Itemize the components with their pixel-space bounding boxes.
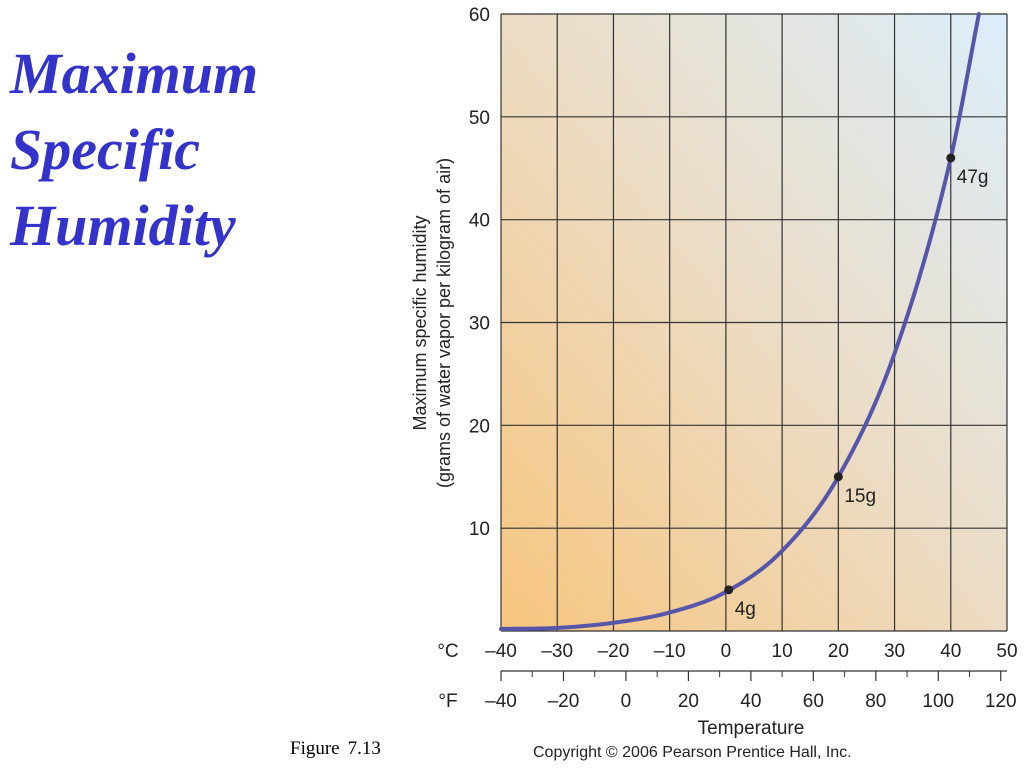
data-point [833, 472, 843, 482]
data-point-label: 15g [844, 486, 876, 507]
figure-label: Figure [290, 738, 340, 759]
data-point [724, 585, 734, 595]
x-tick-label-celsius: –40 [485, 641, 517, 662]
x-tick-label-celsius: –10 [654, 641, 686, 662]
figure-caption: Figure 7.13 [290, 738, 381, 760]
x-tick-label-celsius: 40 [940, 641, 961, 662]
y-tick-label: 30 [469, 314, 490, 335]
x-tick-label-celsius: 20 [828, 641, 849, 662]
x-tick-label-fahrenheit: 20 [678, 691, 699, 712]
x-tick-label-celsius: 30 [884, 641, 905, 662]
x-tick-label-fahrenheit: –20 [548, 691, 580, 712]
copyright-notice: Copyright © 2006 Pearson Prentice Hall, … [533, 744, 852, 761]
curve-layer [499, 12, 981, 631]
grid-lines [500, 13, 1008, 632]
slide-title: Maximum Specific Humidity [10, 36, 258, 264]
x-tick-label-fahrenheit: 120 [985, 691, 1017, 712]
x-tick-label-celsius: –20 [598, 641, 630, 662]
y-tick-label: 20 [469, 416, 490, 437]
x-tick-label-celsius: –30 [541, 641, 573, 662]
data-point [946, 153, 956, 163]
y-tick-label: 60 [469, 5, 490, 26]
x-tick-label-fahrenheit: 40 [740, 691, 761, 712]
celsius-unit-label: °C [437, 641, 458, 662]
fahrenheit-unit-label: °F [438, 691, 457, 712]
x-tick-label-fahrenheit: 60 [803, 691, 824, 712]
y-axis-label-line-1: Maximum specific humidity [410, 215, 430, 430]
y-tick-label: 40 [469, 211, 490, 232]
y-axis-label-line-2: (grams of water vapor per kilogram of ai… [434, 158, 454, 488]
x-tick-label-fahrenheit: –40 [485, 691, 517, 712]
x-tick-label-celsius: 10 [772, 641, 793, 662]
x-axis-label: Temperature [698, 718, 805, 739]
y-tick-label: 50 [469, 108, 490, 129]
x-axis-fahrenheit: –40 –20 0 20 40 60 80 100 120 [485, 670, 1017, 712]
data-point-label: 47g [957, 167, 989, 188]
slide-title-line-3: Humidity [10, 193, 236, 258]
x-axis-celsius: –40 –30 –20 –10 0 10 20 30 40 50 [485, 641, 1017, 662]
x-tick-label-celsius: 0 [721, 641, 732, 662]
slide-title-line-1: Maximum [10, 41, 259, 106]
points-layer: 4g 15g 47g [724, 153, 989, 620]
x-tick-label-celsius: 50 [996, 641, 1017, 662]
x-tick-label-fahrenheit: 0 [621, 691, 632, 712]
data-point-label: 4g [735, 599, 756, 620]
slide-title-line-2: Specific [10, 117, 201, 182]
y-tick-label: 10 [469, 519, 490, 540]
humidity-curve [499, 12, 981, 631]
x-tick-label-fahrenheit: 80 [865, 691, 886, 712]
x-tick-label-fahrenheit: 100 [922, 691, 954, 712]
y-axis: 10 20 30 40 50 60 [469, 5, 490, 540]
figure-number: 7.13 [347, 738, 381, 759]
